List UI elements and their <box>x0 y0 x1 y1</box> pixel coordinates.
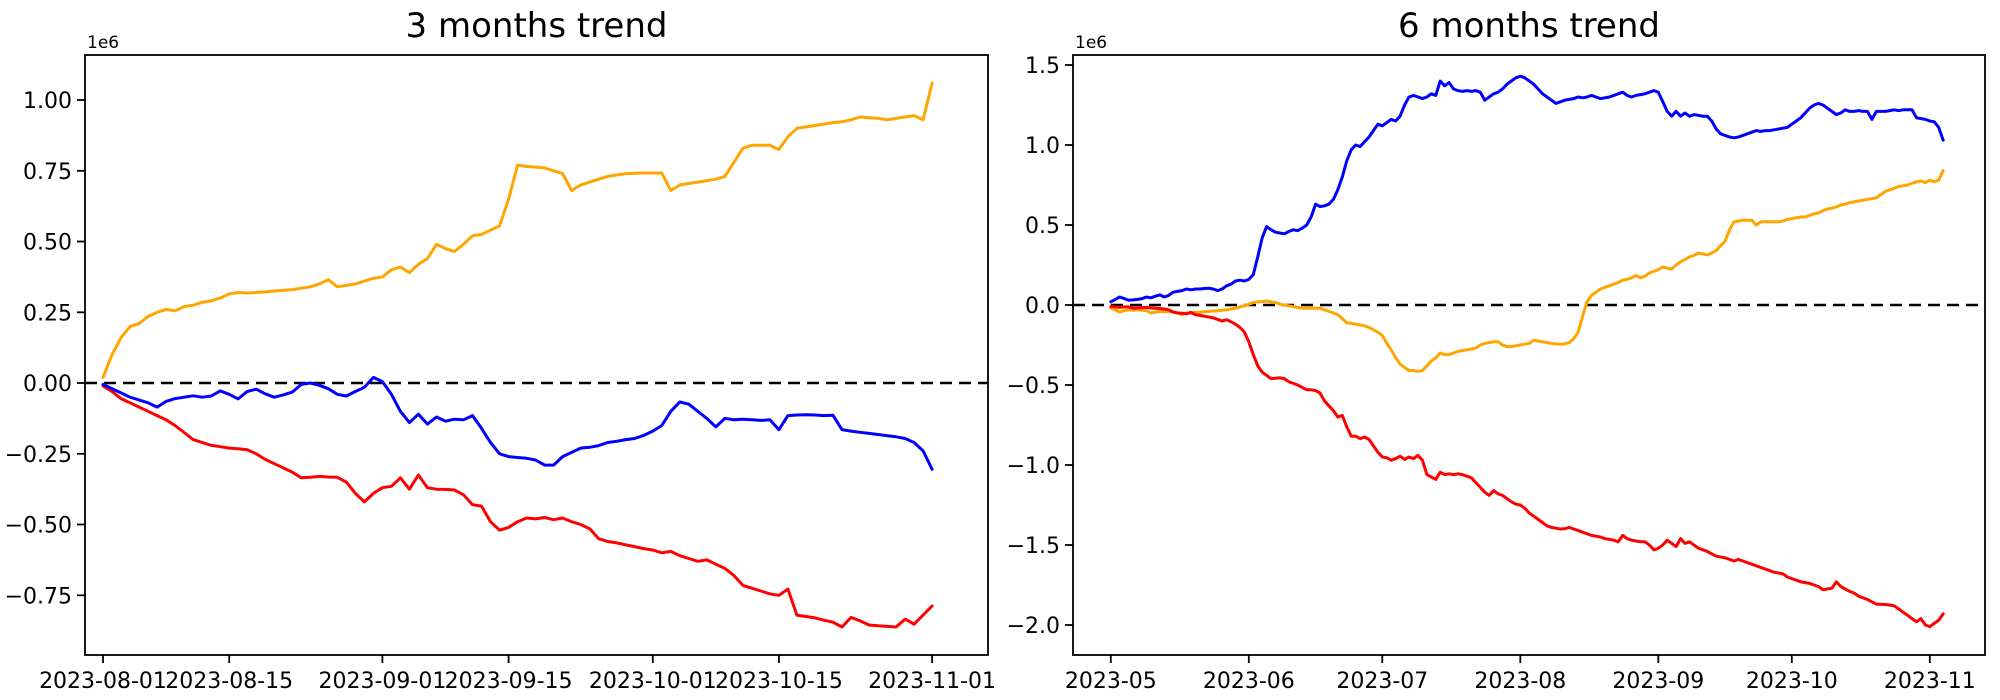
y-tick-label: −0.25 <box>5 443 72 468</box>
y-tick-label: 0.50 <box>23 231 72 256</box>
series-line-red <box>101 384 934 629</box>
y-tick-label: 0.25 <box>23 301 72 326</box>
y-tick-label: −1.5 <box>1007 534 1060 559</box>
chart-panel-6-months-trend: 6 months trend 2023-05 2023-06 2023-07 2023… <box>1000 0 2000 700</box>
x-tick-label: 2023-08 <box>1474 669 1566 694</box>
x-tick-label: 2023-08-15 <box>165 669 293 694</box>
series-line-orange <box>101 81 934 379</box>
y-tick-label: −0.75 <box>5 584 72 609</box>
series-line-blue <box>1109 74 1945 304</box>
axes-box <box>1072 54 1986 656</box>
x-tick-label: 2023-07 <box>1336 669 1428 694</box>
y-tick-label: 1.00 <box>23 89 72 114</box>
y-tick-label: −2.0 <box>1007 614 1060 639</box>
y-axis-offset-label: 1e6 <box>87 33 119 53</box>
y-tick-label: 1.0 <box>1025 134 1060 159</box>
y-tick-label: −1.0 <box>1007 454 1060 479</box>
chart-panel-3-months-trend: 3 months trend 2023-08-01 2023-08-15 2023-… <box>5 6 996 694</box>
x-tick-label: 2023-11 <box>1884 669 1976 694</box>
x-tick-label: 2023-10 <box>1746 669 1838 694</box>
axes-box <box>84 54 989 656</box>
y-axis-offset-label: 1e6 <box>1075 33 1107 53</box>
series-line-red <box>1109 305 1945 629</box>
x-tick-label: 2023-11-01 <box>868 669 996 694</box>
y-tick-label: 0.75 <box>23 160 72 185</box>
y-tick-label: 1.5 <box>1025 54 1060 79</box>
chart-title: 3 months trend <box>405 6 668 46</box>
x-tick-label: 2023-10-15 <box>715 669 843 694</box>
y-tick-label: −0.50 <box>5 514 72 539</box>
x-tick-label: 2023-09-01 <box>318 669 446 694</box>
x-tick-label: 2023-09-15 <box>445 669 573 694</box>
x-tick-label: 2023-10-01 <box>589 669 717 694</box>
y-tick-label: 0.5 <box>1025 214 1060 239</box>
chart-title: 6 months trend <box>1398 6 1660 46</box>
series-line-blue <box>101 375 934 471</box>
x-tick-label: 2023-05 <box>1065 669 1157 694</box>
chart-canvas-6-months-trend: 2023-05 2023-06 2023-07 2023-08 2023-09 2023-… <box>1007 33 1986 694</box>
x-tick-label: 2023-08-01 <box>39 669 167 694</box>
x-tick-label: 2023-06 <box>1203 669 1295 694</box>
series-line-orange <box>1109 169 1945 373</box>
y-tick-label: 0.00 <box>23 372 72 397</box>
y-tick-label: −0.5 <box>1007 374 1060 399</box>
y-tick-label: 0.0 <box>1025 294 1060 319</box>
x-tick-label: 2023-09 <box>1612 669 1704 694</box>
